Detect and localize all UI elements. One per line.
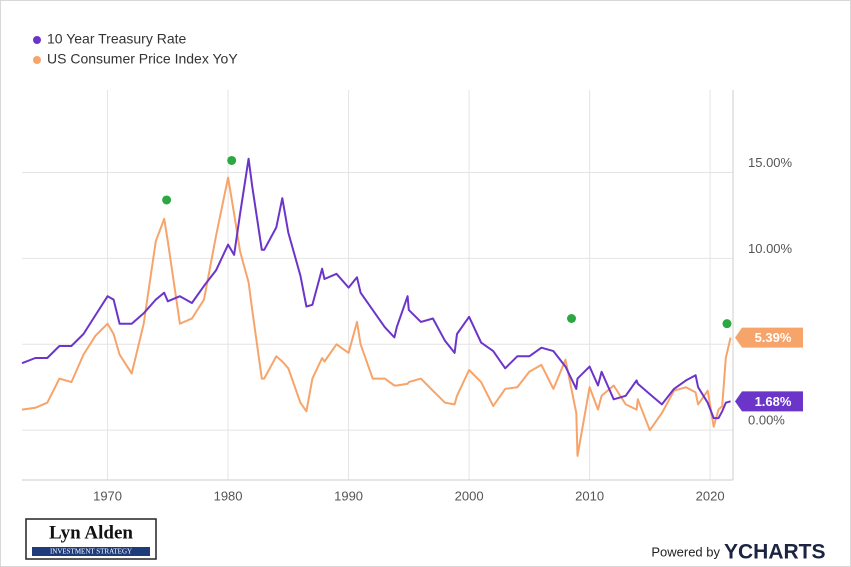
brand-band (32, 547, 150, 556)
provider: YCHARTS (724, 541, 826, 564)
x-tick-label: 2020 (696, 488, 725, 503)
x-tick-label: 2010 (575, 488, 604, 503)
x-tick-label: 1970 (93, 488, 122, 503)
peak-marker (162, 195, 172, 205)
y-tick-label: 10.00% (748, 241, 793, 256)
x-tick-label: 1990 (334, 488, 363, 503)
peak-marker (722, 319, 732, 329)
peak-marker (567, 314, 577, 324)
legend-label: 10 Year Treasury Rate (47, 31, 187, 47)
y-tick-label: 0.00% (748, 413, 785, 428)
legend-swatch (33, 36, 41, 44)
legend-swatch (33, 56, 41, 64)
brand-box: Lyn Alden INVESTMENT STRATEGY (25, 518, 157, 560)
x-tick-label: 2000 (455, 488, 484, 503)
end-badge (735, 391, 803, 412)
series-line (21, 157, 731, 420)
legend-label: US Consumer Price Index YoY (47, 51, 238, 67)
end-badge (735, 327, 803, 348)
y-tick-label: 15.00% (748, 155, 793, 170)
end-label: 1.68% (755, 394, 792, 409)
end-label: 5.39% (755, 330, 792, 345)
series-line (21, 176, 732, 457)
brand-author: Lyn Alden (49, 522, 133, 543)
powered-by: Powered by (651, 544, 720, 559)
brand-sub: INVESTMENT STRATEGY (50, 548, 132, 556)
peak-marker (227, 155, 237, 165)
x-tick-label: 1980 (214, 488, 243, 503)
